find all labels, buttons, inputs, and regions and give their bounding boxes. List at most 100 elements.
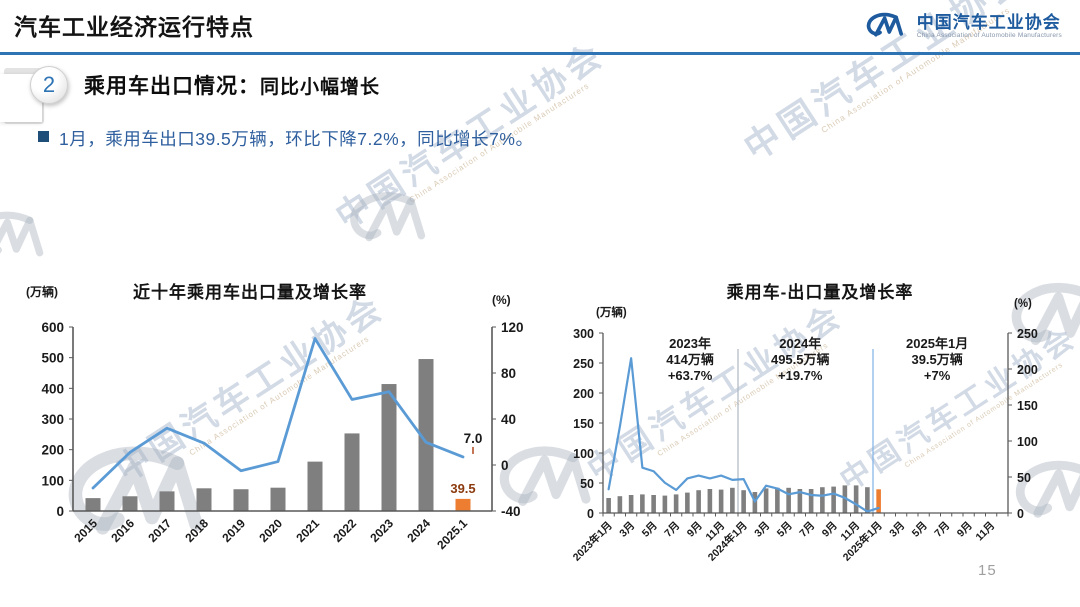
left-axis-unit: (万辆) xyxy=(596,307,627,319)
section-number: 2 xyxy=(42,72,56,97)
bar-end-value-label: 39.5 xyxy=(450,481,475,496)
left-axis-unit: (万辆) xyxy=(26,285,58,299)
right-axis-tick-label: 0 xyxy=(1017,507,1024,521)
bar xyxy=(876,489,881,513)
bar xyxy=(651,495,656,513)
right-axis-tick-label: 40 xyxy=(501,412,516,427)
bar xyxy=(606,498,611,513)
right-axis-tick-label: 150 xyxy=(1017,399,1038,413)
plot-group: 0 100 200 300 400 500 600 -40 0 40 80 120 2015 2016 20… xyxy=(41,320,523,552)
right-axis-tick-label: 0 xyxy=(501,458,509,473)
x-axis-tick-label: 9月 xyxy=(820,520,840,540)
x-axis-tick-label: 2015 xyxy=(71,516,100,545)
bar xyxy=(122,496,138,511)
right-axis-unit: (%) xyxy=(492,293,511,307)
bar xyxy=(344,433,360,511)
right-axis-tick-label: 50 xyxy=(1017,471,1031,485)
x-axis-tick-label: 2021 xyxy=(293,516,322,545)
bar xyxy=(775,487,780,513)
bar xyxy=(718,489,724,513)
period-annotation: 2024年 495.5万辆 +19.7% xyxy=(770,336,830,383)
left-axis-tick-label: 200 xyxy=(41,443,64,458)
chart-decade-exports: 近十年乘用车出口量及增长率 (万辆) (%) 0 100 200 300 400 500 6… xyxy=(0,270,540,570)
bar xyxy=(628,495,634,513)
section-number-badge: 2 xyxy=(30,66,68,104)
org-name-en: China Association of Automobile Manufact… xyxy=(916,31,1062,39)
chart-title: 乘用车-出口量及增长率 xyxy=(726,283,914,302)
title-divider xyxy=(0,52,1080,55)
right-axis-tick-label: 100 xyxy=(1017,435,1038,449)
left-axis-tick-label: 300 xyxy=(41,412,64,427)
x-axis-tick-label: 7月 xyxy=(797,520,817,540)
org-logo: 中国汽车工业协会 China Association of Automobile… xyxy=(863,10,1062,42)
x-axis-tick-label: 2022 xyxy=(330,516,359,545)
x-axis-tick-label: 2025.1 xyxy=(434,516,470,552)
x-axis-tick-label: 9月 xyxy=(955,520,975,540)
bar xyxy=(763,488,769,513)
x-axis-tick-label: 7月 xyxy=(662,520,682,540)
bar xyxy=(381,384,397,511)
x-axis-tick-label: 2020 xyxy=(256,516,285,545)
bar xyxy=(455,498,471,511)
x-axis-tick-label: 2024 xyxy=(404,516,433,545)
left-axis-tick-label: 250 xyxy=(573,357,594,371)
right-axis-tick-label: -40 xyxy=(501,504,521,519)
monthly-exports-plot: 0 50 100 150 200 250 300 0 50 100 150 200 250 2023年1月… xyxy=(570,327,1038,564)
left-axis-tick-label: 0 xyxy=(587,507,594,521)
left-axis-tick-label: 50 xyxy=(580,477,594,491)
right-axis-tick-label: 120 xyxy=(501,320,524,335)
x-axis-tick-label: 2016 xyxy=(108,516,137,545)
left-axis-tick-label: 150 xyxy=(573,417,594,431)
bar xyxy=(640,494,645,513)
org-name-cn: 中国汽车工业协会 xyxy=(916,12,1061,32)
growth-rate-line xyxy=(91,337,465,490)
bar xyxy=(617,496,623,513)
left-axis-tick-label: 200 xyxy=(573,387,594,401)
bar xyxy=(418,359,434,511)
bullet-row: 1月，乘用车出口39.5万辆，环比下降7.2%，同比增长7%。 xyxy=(38,126,533,151)
period-annotation: 2025年1月 39.5万辆 +7% xyxy=(906,336,969,383)
bar xyxy=(808,489,814,513)
left-axis-tick-label: 100 xyxy=(41,473,64,488)
x-axis-tick-label: 3月 xyxy=(617,520,637,540)
bar xyxy=(662,495,668,513)
right-axis-tick-label: 200 xyxy=(1017,363,1038,377)
section-heading: 乘用车出口情况：同比小幅增长 xyxy=(84,70,380,100)
bar xyxy=(741,490,746,513)
x-axis-tick-label: 11月 xyxy=(973,520,997,544)
bar xyxy=(730,487,735,513)
bar xyxy=(233,489,249,511)
right-axis-unit: (%) xyxy=(1014,298,1032,310)
x-axis-tick-label: 5月 xyxy=(640,520,660,540)
page-number: 15 xyxy=(978,562,997,579)
bar xyxy=(159,491,175,511)
bullet-text: 1月，乘用车出口39.5万辆，环比下降7.2%，同比增长7%。 xyxy=(59,129,534,149)
x-axis-tick-label: 2023年1月 xyxy=(570,519,615,564)
caam-logo-icon xyxy=(866,12,903,37)
x-axis-tick-label: 2023 xyxy=(367,516,396,545)
x-axis-tick-label: 2017 xyxy=(145,516,174,545)
bar xyxy=(307,461,323,511)
bar xyxy=(196,488,212,511)
x-axis-tick-label: 7月 xyxy=(932,520,952,540)
left-axis-tick-label: 400 xyxy=(41,381,64,396)
bar xyxy=(797,489,803,513)
section-heading-sub: 同比小幅增长 xyxy=(260,77,381,98)
bar xyxy=(831,486,836,513)
left-axis-tick-label: 500 xyxy=(41,351,64,366)
bar xyxy=(707,489,713,513)
x-axis-tick-label: 9月 xyxy=(685,520,705,540)
bar xyxy=(685,492,690,513)
bar xyxy=(85,498,101,511)
right-axis-tick-label: 250 xyxy=(1017,327,1038,341)
right-axis-tick-label: 80 xyxy=(501,366,516,381)
left-axis-tick-label: 100 xyxy=(573,447,594,461)
bar xyxy=(865,487,870,513)
x-axis-tick-label: 5月 xyxy=(775,520,795,540)
section-heading-main: 乘用车出口情况： xyxy=(84,75,260,98)
bar xyxy=(853,485,859,513)
x-axis-tick-label: 3月 xyxy=(887,520,907,540)
x-axis-tick-label: 2019 xyxy=(219,516,248,545)
period-annotation: 2023年 414万辆 +63.7% xyxy=(666,336,714,383)
